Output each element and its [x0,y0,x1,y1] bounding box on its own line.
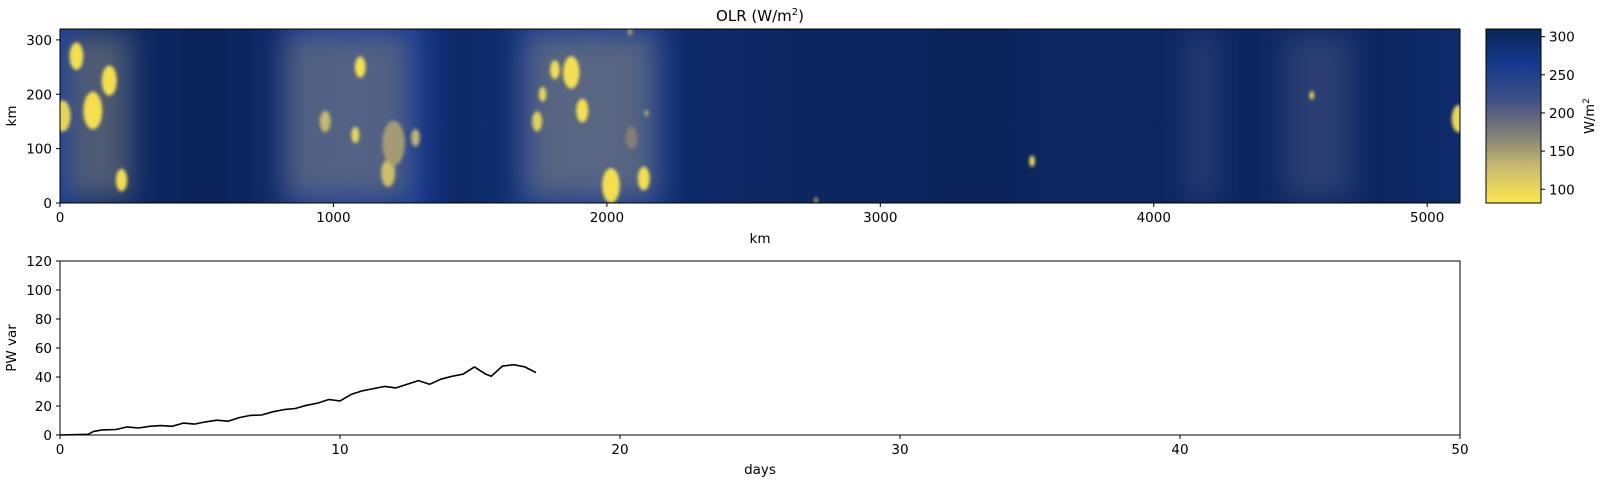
line-x-tick-label: 10 [331,442,348,458]
heatmap-convective-cell [628,29,633,36]
heatmap-convective-cell [602,168,620,203]
heatmap-convective-cell [319,110,331,133]
line-plot-frame [59,260,1461,436]
heatmap-x-tick-label: 1000 [316,210,350,226]
heatmap-convective-cell [576,98,589,123]
heatmap-x-tick-label: 4000 [1137,210,1171,226]
pw-var-series-line [59,363,537,436]
line-x-ticks: 0 10 20 30 40 50 [56,435,1469,458]
heatmap-convective-cell [411,128,420,147]
heatmap-x-label: km [750,231,771,247]
heatmap-convective-cell [381,159,396,187]
heatmap-convective-cell [354,56,366,78]
heatmap-convective-cell [550,60,560,80]
line-y-tick-label: 40 [35,370,52,386]
heatmap-convective-cell [69,42,84,70]
heatmap-y-tick-label: 200 [26,87,52,103]
line-x-label: days [744,462,776,478]
heatmap-background [60,29,1460,203]
heatmap-cloud-region [1187,33,1217,199]
line-y-label: PW var [4,324,20,372]
heatmap-convective-cell [115,168,128,192]
heatmap-convective-cell [637,166,650,191]
pw-var-line-panel: 0 10 20 30 40 50 0 20 40 60 80 100 120 days PW var [4,254,1469,478]
heatmap-convective-cell [538,86,547,102]
heatmap-convective-cell [83,91,103,130]
line-y-tick-label: 80 [35,312,52,328]
heatmap-title: OLR (W/m2) [716,7,804,25]
heatmap-y-label: km [4,106,20,127]
colorbar-tick-label: 250 [1549,68,1575,84]
heatmap-x-tick-label: 0 [56,210,65,226]
colorbar-tick-label: 200 [1549,106,1575,122]
colorbar-bar [1485,28,1542,204]
colorbar: 100 150 200 250 300 W/m2 [1485,28,1598,204]
heatmap-x-tick-label: 2000 [590,210,624,226]
line-x-tick-label: 20 [611,442,628,458]
heatmap-cloud-region [1282,33,1353,199]
heatmap-cloud-region [525,33,656,199]
heatmap-y-ticks: 0 100 200 300 [26,33,60,212]
heatmap-y-tick-label: 0 [43,196,52,212]
heatmap-x-ticks: 0 1000 2000 3000 4000 5000 [56,203,1444,226]
heatmap-convective-cell [382,120,405,166]
line-x-tick-label: 0 [56,442,65,458]
heatmap-y-tick-label: 100 [26,142,52,158]
colorbar-tick-label: 150 [1549,144,1575,160]
heatmap-convective-cell [563,56,580,89]
heatmap-frame [59,28,1461,204]
olr-heatmap-panel: OLR (W/m2) 0 1000 2000 3000 4000 5000 0 100 200… [4,7,1461,247]
heatmap-cell-layer [60,29,1460,203]
line-y-tick-label: 100 [26,283,52,299]
colorbar-label: W/m2 [1582,98,1598,134]
line-y-tick-label: 20 [35,399,52,415]
line-x-tick-label: 30 [891,442,908,458]
heatmap-x-tick-label: 3000 [863,210,897,226]
line-y-ticks: 0 20 40 60 80 100 120 [26,254,60,444]
heatmap-plot-area [60,29,1460,203]
colorbar-tick-label: 100 [1549,182,1575,198]
heatmap-convective-cell [101,65,117,96]
colorbar-tick-label: 300 [1549,30,1575,46]
heatmap-convective-cell [1309,90,1314,100]
heatmap-convective-cell [60,100,71,132]
heatmap-convective-cell [1029,155,1035,167]
line-y-tick-label: 60 [35,341,52,357]
heatmap-convective-cell [625,126,638,150]
line-x-tick-label: 40 [1171,442,1188,458]
line-y-tick-label: 0 [43,428,52,444]
heatmap-convective-cell [1451,104,1460,133]
heatmap-convective-cell [532,111,543,132]
colorbar-ticks: 100 150 200 250 300 [1541,30,1575,198]
heatmap-x-tick-label: 5000 [1410,210,1444,226]
heatmap-y-tick-label: 300 [26,33,52,49]
heatmap-convective-cell [644,110,649,117]
heatmap-convective-cell [814,197,818,203]
heatmap-cloud-layer [66,33,1353,199]
heatmap-convective-cell [351,126,360,144]
line-y-tick-label: 120 [26,254,52,270]
line-x-tick-label: 50 [1451,442,1468,458]
